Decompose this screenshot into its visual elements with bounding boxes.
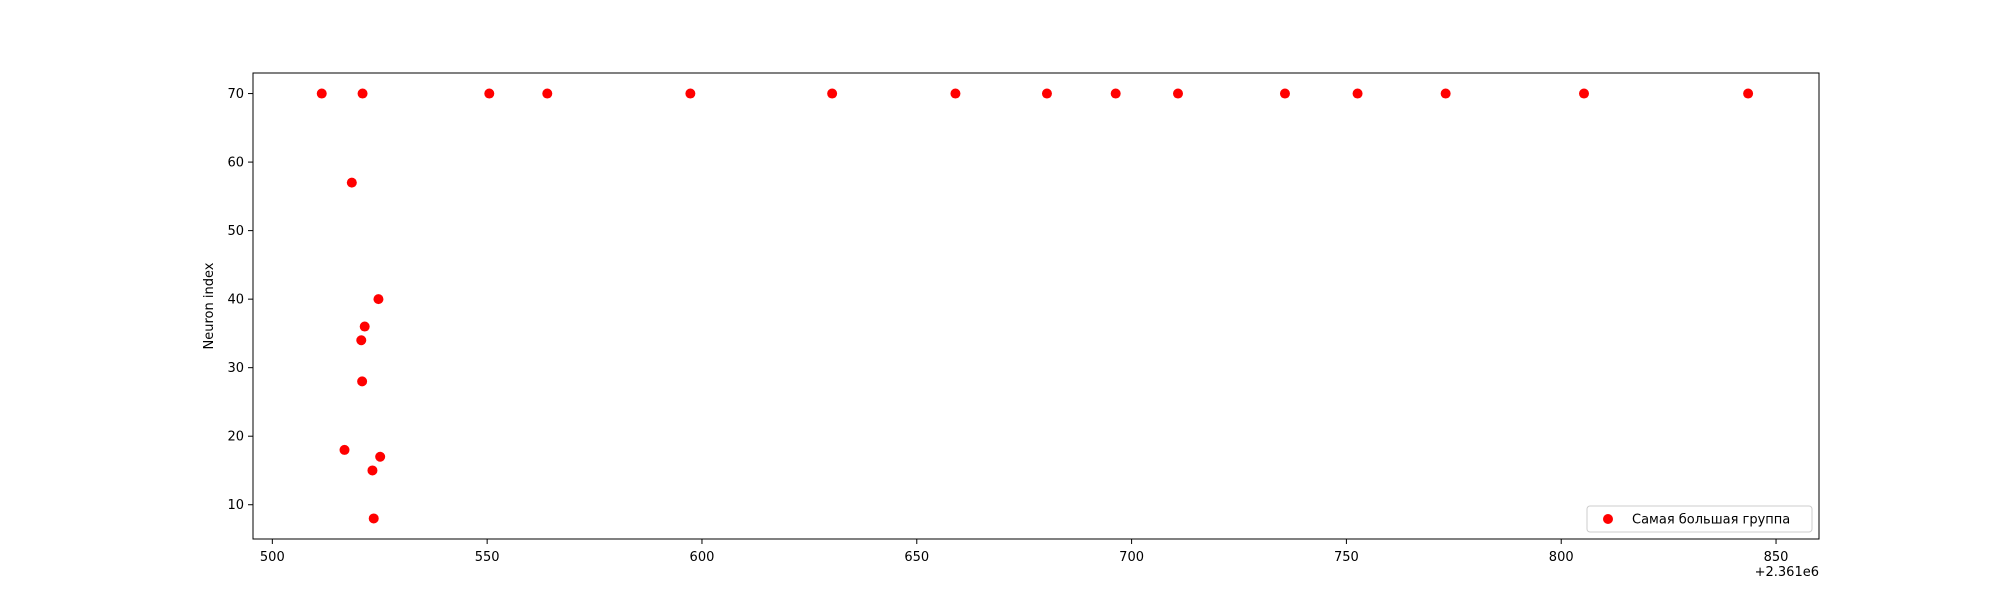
data-point xyxy=(359,321,370,332)
y-tick-label: 40 xyxy=(227,293,244,308)
x-tick-label: 650 xyxy=(904,550,929,565)
data-point xyxy=(1352,88,1363,99)
data-point xyxy=(356,335,367,346)
data-point xyxy=(1440,88,1451,99)
x-tick-label: 600 xyxy=(690,550,715,565)
data-point xyxy=(1172,88,1183,99)
y-tick-label: 50 xyxy=(227,224,244,239)
data-point xyxy=(339,444,350,455)
data-point xyxy=(827,88,838,99)
x-axis-offset-label: +2.361e6 xyxy=(1755,565,1819,580)
y-tick-label: 60 xyxy=(227,156,244,171)
data-point xyxy=(484,88,495,99)
data-point xyxy=(685,88,696,99)
legend-marker xyxy=(1603,514,1613,524)
x-tick-label: 800 xyxy=(1549,550,1574,565)
y-axis: 10 20 30 40 50 60 70 xyxy=(227,87,253,513)
x-tick-label: 700 xyxy=(1119,550,1144,565)
x-tick-label: 500 xyxy=(260,550,285,565)
y-tick-label: 20 xyxy=(227,430,244,445)
legend-box xyxy=(1586,505,1813,533)
data-point xyxy=(316,88,327,99)
data-point xyxy=(1041,88,1052,99)
data-point xyxy=(1110,88,1121,99)
y-axis-label: Neuron index xyxy=(202,262,217,349)
plot-frame xyxy=(252,72,1820,540)
points-layer xyxy=(316,88,1754,524)
data-point xyxy=(1578,88,1589,99)
x-tick-label: 550 xyxy=(475,550,500,565)
x-tick-label: 750 xyxy=(1334,550,1359,565)
y-tick-label: 70 xyxy=(227,87,244,102)
data-point xyxy=(542,88,553,99)
data-point xyxy=(357,88,368,99)
data-point xyxy=(357,376,368,387)
data-point xyxy=(368,513,379,524)
data-point xyxy=(950,88,961,99)
data-point xyxy=(346,177,357,188)
data-point xyxy=(1279,88,1290,99)
data-point xyxy=(373,294,384,305)
data-point xyxy=(375,451,386,462)
legend-label: Самая большая группа xyxy=(1632,513,1790,528)
data-point xyxy=(1743,88,1754,99)
x-tick-label: 850 xyxy=(1764,550,1789,565)
y-tick-label: 10 xyxy=(227,498,244,513)
legend: Самая большая группа xyxy=(1586,505,1813,533)
x-axis: 500 550 600 650 700 750 800 850 xyxy=(260,539,1789,565)
data-point xyxy=(367,465,378,476)
y-tick-label: 30 xyxy=(227,361,244,376)
